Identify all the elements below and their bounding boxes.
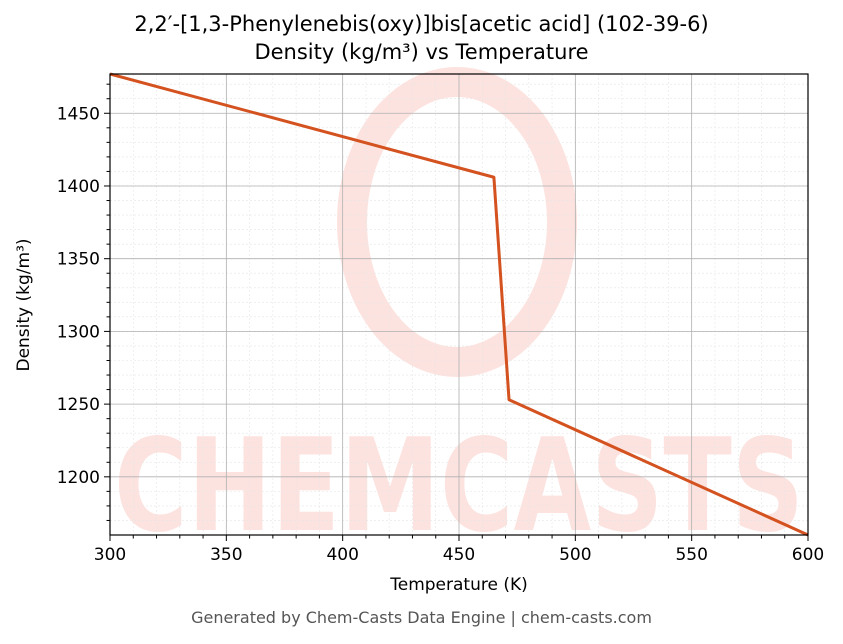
series-layer	[109, 72, 809, 537]
y-tick-label: 1300	[57, 322, 100, 342]
y-tick-label: 1250	[57, 395, 100, 415]
axes-layer: 300 350 400 450 500 550 600 1200 1250 1300 1350 140…	[57, 83, 824, 565]
y-tick-label: 1450	[57, 104, 100, 124]
series-line-0	[109, 72, 809, 537]
x-tick-label: 500	[559, 545, 591, 565]
chart-title: 2,2′-[1,3-Phenylenebis(oxy)]bis[acetic a…	[134, 12, 709, 36]
chart-subtitle: Density (kg/m³) vs Temperature	[254, 40, 589, 64]
watermark-ring	[337, 67, 577, 377]
x-tick-label: 300	[94, 545, 126, 565]
x-tick-label: 600	[792, 545, 824, 565]
y-axis-label: Density (kg/m³)	[14, 238, 34, 372]
y-tick-label: 1400	[57, 177, 100, 197]
y-tick-label: 1350	[57, 250, 100, 270]
x-tick-label: 350	[210, 545, 242, 565]
y-tick-label: 1200	[57, 468, 100, 488]
footer-credit: Generated by Chem-Casts Data Engine | ch…	[191, 608, 652, 627]
x-tick-label: 450	[443, 545, 475, 565]
x-tick-label: 550	[675, 545, 707, 565]
x-tick-label: 400	[326, 545, 358, 565]
x-axis-label: Temperature (K)	[390, 575, 528, 595]
